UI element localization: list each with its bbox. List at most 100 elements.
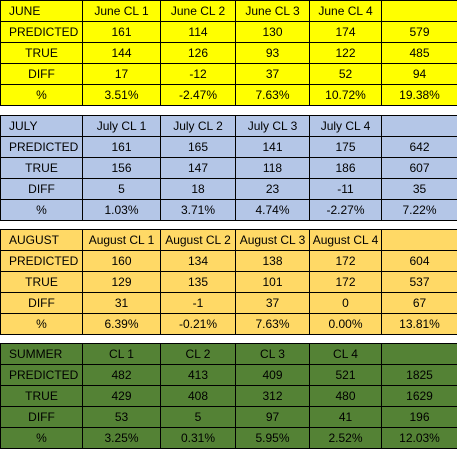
table-cell[interactable]: 118 [236,158,310,179]
column-header[interactable]: CL 1 [83,344,161,365]
column-header[interactable]: June CL 4 [310,1,382,22]
column-header[interactable] [382,116,457,137]
table-cell[interactable]: 174 [310,22,382,43]
table-cell[interactable]: 53 [83,407,161,428]
row-label[interactable]: DIFF [1,64,83,85]
row-label[interactable]: PREDICTED [1,22,83,43]
table-cell[interactable]: 114 [161,22,236,43]
table-cell[interactable]: 12.03% [382,428,457,449]
table-cell[interactable]: 607 [382,158,457,179]
table-cell[interactable]: 160 [83,251,161,272]
column-header[interactable] [382,344,457,365]
table-cell[interactable]: 3.25% [83,428,161,449]
table-cell[interactable]: 17 [83,64,161,85]
table-cell[interactable]: 130 [236,22,310,43]
column-header[interactable] [382,1,457,22]
block-title-july[interactable]: JULY [1,116,83,137]
table-cell[interactable]: 172 [310,251,382,272]
table-cell[interactable]: 429 [83,386,161,407]
column-header[interactable]: June CL 1 [83,1,161,22]
column-header[interactable]: August CL 3 [236,230,310,251]
table-cell[interactable]: 134 [161,251,236,272]
table-cell[interactable]: -12 [161,64,236,85]
row-label[interactable]: % [1,85,83,106]
table-cell[interactable]: 0.00% [310,314,382,335]
block-title-june[interactable]: JUNE [1,1,83,22]
row-label[interactable]: DIFF [1,293,83,314]
table-cell[interactable]: 101 [236,272,310,293]
table-cell[interactable]: 144 [83,43,161,64]
column-header[interactable]: CL 2 [161,344,236,365]
table-cell[interactable]: 312 [236,386,310,407]
row-label[interactable]: % [1,428,83,449]
column-header[interactable] [382,230,457,251]
column-header[interactable]: June CL 3 [236,1,310,22]
column-header[interactable]: CL 4 [310,344,382,365]
table-cell[interactable]: 175 [310,137,382,158]
table-cell[interactable]: 186 [310,158,382,179]
table-cell[interactable]: 156 [83,158,161,179]
table-cell[interactable]: 1629 [382,386,457,407]
table-cell[interactable]: 10.72% [310,85,382,106]
table-cell[interactable]: -1 [161,293,236,314]
row-label[interactable]: TRUE [1,386,83,407]
table-cell[interactable]: 196 [382,407,457,428]
row-label[interactable]: PREDICTED [1,365,83,386]
table-cell[interactable]: 135 [161,272,236,293]
table-cell[interactable]: 52 [310,64,382,85]
row-label[interactable]: TRUE [1,272,83,293]
table-cell[interactable]: 409 [236,365,310,386]
row-label[interactable]: DIFF [1,407,83,428]
table-cell[interactable]: 7.63% [236,314,310,335]
table-cell[interactable]: 0 [310,293,382,314]
table-cell[interactable]: 521 [310,365,382,386]
table-cell[interactable]: 122 [310,43,382,64]
row-label[interactable]: % [1,200,83,221]
table-cell[interactable]: 537 [382,272,457,293]
table-cell[interactable]: 138 [236,251,310,272]
column-header[interactable]: CL 3 [236,344,310,365]
table-cell[interactable]: 37 [236,64,310,85]
table-cell[interactable]: 5 [83,179,161,200]
column-header[interactable]: August CL 1 [83,230,161,251]
row-label[interactable]: TRUE [1,43,83,64]
table-cell[interactable]: 35 [382,179,457,200]
table-cell[interactable]: 126 [161,43,236,64]
table-cell[interactable]: 482 [83,365,161,386]
table-cell[interactable]: 1825 [382,365,457,386]
table-cell[interactable]: -2.47% [161,85,236,106]
table-cell[interactable]: 4.74% [236,200,310,221]
table-cell[interactable]: 642 [382,137,457,158]
table-cell[interactable]: 23 [236,179,310,200]
table-cell[interactable]: 147 [161,158,236,179]
table-cell[interactable]: 485 [382,43,457,64]
table-cell[interactable]: 161 [83,22,161,43]
table-cell[interactable]: 5.95% [236,428,310,449]
table-cell[interactable]: 18 [161,179,236,200]
table-cell[interactable]: 3.71% [161,200,236,221]
table-cell[interactable]: 579 [382,22,457,43]
table-cell[interactable]: 129 [83,272,161,293]
table-cell[interactable]: 3.51% [83,85,161,106]
table-cell[interactable]: 7.63% [236,85,310,106]
table-cell[interactable]: 172 [310,272,382,293]
table-cell[interactable]: 67 [382,293,457,314]
table-cell[interactable]: 41 [310,407,382,428]
table-cell[interactable]: 93 [236,43,310,64]
table-cell[interactable]: 13.81% [382,314,457,335]
row-label[interactable]: PREDICTED [1,251,83,272]
table-cell[interactable]: 5 [161,407,236,428]
table-cell[interactable]: 1.03% [83,200,161,221]
table-cell[interactable]: 7.22% [382,200,457,221]
table-cell[interactable]: -0.21% [161,314,236,335]
table-cell[interactable]: 480 [310,386,382,407]
row-label[interactable]: DIFF [1,179,83,200]
table-cell[interactable]: 165 [161,137,236,158]
table-cell[interactable]: 413 [161,365,236,386]
table-cell[interactable]: 31 [83,293,161,314]
table-cell[interactable]: 604 [382,251,457,272]
column-header[interactable]: July CL 3 [236,116,310,137]
table-cell[interactable]: 37 [236,293,310,314]
table-cell[interactable]: -2.27% [310,200,382,221]
row-label[interactable]: TRUE [1,158,83,179]
